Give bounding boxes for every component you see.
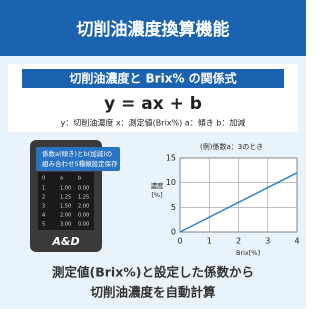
device-table-cell: 4 bbox=[42, 213, 45, 219]
formula-equation: y = ax + b bbox=[104, 94, 202, 114]
x-tick-label: 2 bbox=[236, 237, 241, 246]
y-tick-label: 5 bbox=[171, 203, 176, 212]
footer-line: 測定値(Brix%)と設定した係数から bbox=[52, 265, 254, 280]
device-table-cell: 0.00 bbox=[78, 186, 89, 192]
infographic: 切削油濃度換算機能 切削油濃度と Brix% の関係式 y = ax + b y… bbox=[0, 0, 306, 309]
device-table-header: b bbox=[78, 176, 81, 182]
footer-line: 切削油濃度を自動計算 bbox=[90, 285, 216, 300]
device-table-header: 0 bbox=[42, 176, 45, 182]
device-table-cell: 5 bbox=[42, 222, 45, 228]
device-table-cell: 1 bbox=[42, 186, 45, 192]
chart-title: (例)係数a：3のとき bbox=[200, 142, 263, 151]
device-table-header: a bbox=[60, 176, 63, 182]
device-table-cell: 2.00 bbox=[78, 204, 89, 210]
device-table-cell: 3.00 bbox=[60, 222, 71, 228]
banner-title: 切削油濃度換算機能 bbox=[77, 19, 230, 40]
y-tick-label: 10 bbox=[166, 178, 176, 187]
device-table-cell: 3 bbox=[42, 204, 45, 210]
x-tick-label: 4 bbox=[294, 237, 299, 246]
device-table-cell: 0.00 bbox=[78, 222, 89, 228]
x-tick-label: 3 bbox=[265, 237, 270, 246]
x-axis-label: Brix[%] bbox=[236, 249, 260, 257]
device-table-cell: 1.25 bbox=[60, 195, 71, 201]
y-tick-label: 0 bbox=[171, 228, 176, 237]
device-logo: A&D bbox=[51, 235, 79, 248]
device-table-cell: 2.00 bbox=[60, 213, 71, 219]
x-tick-label: 0 bbox=[177, 237, 182, 246]
device-table-cell: 2 bbox=[42, 195, 45, 201]
device-table-cell: 0.00 bbox=[78, 213, 89, 219]
callout-line: 組み合わせ5種類設定保存 bbox=[42, 159, 118, 168]
x-tick-label: 1 bbox=[207, 237, 212, 246]
formula-heading: 切削油濃度と Brix% の関係式 bbox=[69, 71, 236, 86]
device-table-cell: 1.00 bbox=[60, 186, 71, 192]
formula-legend: y：切削油濃度 x：測定値(Brix%) a：傾き b：加減 bbox=[61, 118, 246, 128]
y-tick-label: 15 bbox=[166, 154, 176, 163]
device-table-cell: 1.50 bbox=[60, 204, 71, 210]
device-table-cell: 1.25 bbox=[78, 195, 89, 201]
callout-line: 係数a(傾き)とb(加減)の bbox=[42, 149, 112, 158]
